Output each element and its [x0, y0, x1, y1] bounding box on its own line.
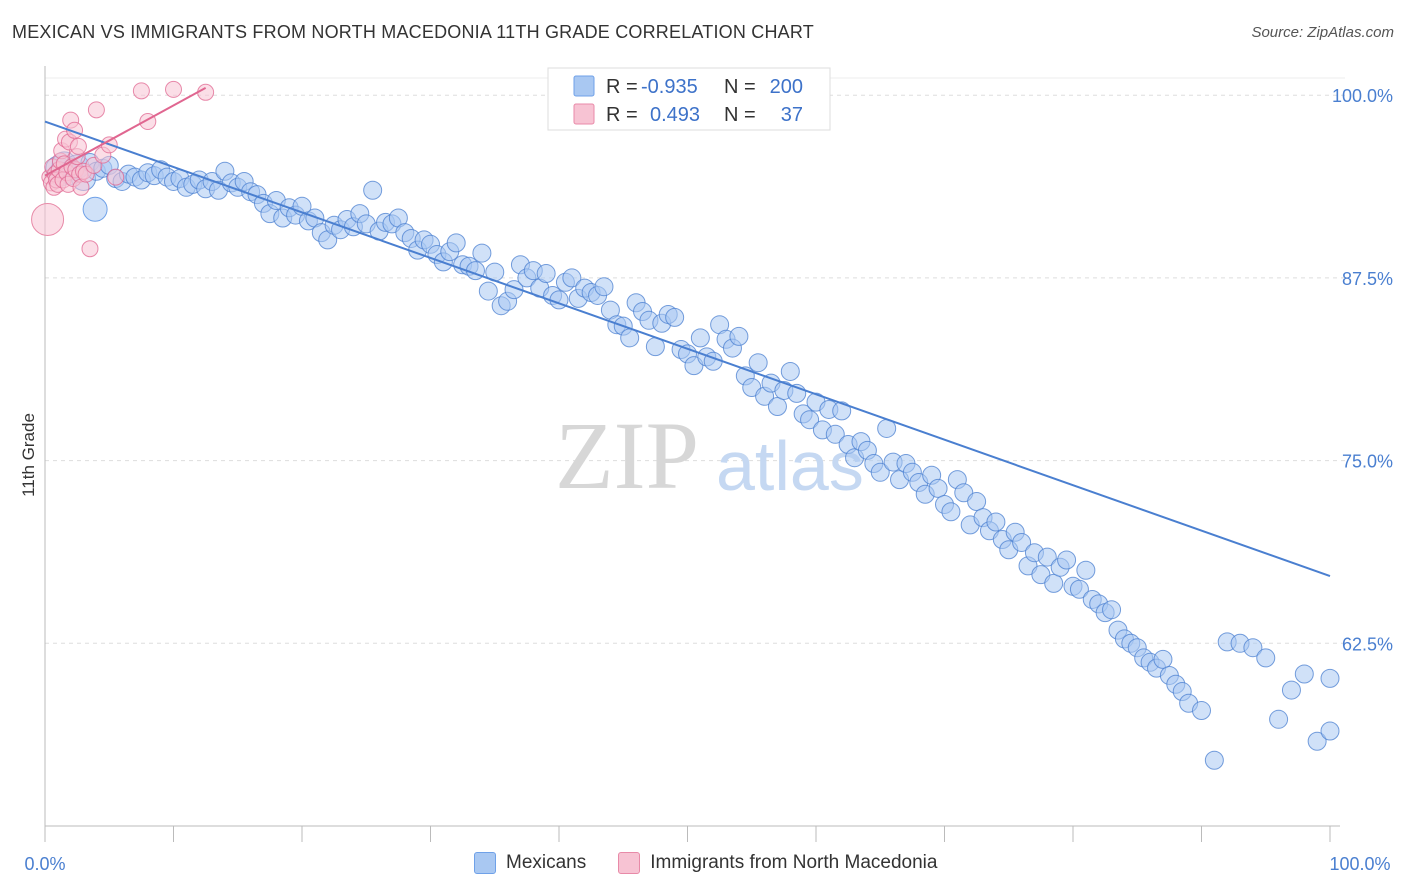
data-points	[31, 80, 1340, 770]
data-point	[1044, 573, 1064, 593]
data-point	[690, 328, 710, 348]
bottom-legend-label-mexicans: Mexicans	[506, 852, 587, 873]
bottom-legend-item-mexicans: Mexicans	[474, 852, 586, 874]
data-point	[472, 243, 492, 263]
data-point	[800, 410, 820, 430]
data-point	[132, 82, 150, 100]
data-point	[1243, 638, 1263, 658]
legend-r-label-1: R =	[606, 76, 638, 98]
legend-n-label-1: N =	[724, 76, 756, 98]
data-point	[81, 240, 99, 258]
data-point	[594, 277, 614, 297]
legend-swatch-north-macedonia	[573, 103, 595, 125]
data-point	[562, 268, 582, 288]
data-point	[536, 264, 556, 284]
data-point	[928, 478, 948, 498]
chart-source: Source: ZipAtlas.com	[1251, 24, 1394, 41]
axes	[44, 66, 1340, 842]
x-tick-label: 0.0%	[24, 854, 65, 874]
data-point	[363, 180, 383, 200]
legend-n-value-1: 200	[770, 76, 803, 98]
data-point	[1153, 649, 1173, 669]
data-point	[748, 353, 768, 373]
data-point	[31, 202, 65, 236]
x-tick-label: 100.0%	[1329, 854, 1390, 874]
data-point	[69, 137, 87, 155]
data-point	[1102, 600, 1122, 620]
data-point	[1192, 701, 1211, 721]
data-point	[1069, 579, 1089, 599]
legend-r-value-2: 0.493	[650, 104, 700, 126]
bottom-legend-item-north-macedonia: Immigrants from North Macedonia	[618, 852, 937, 874]
y-tick-label: 87.5%	[1342, 269, 1393, 289]
chart-title: MEXICAN VS IMMIGRANTS FROM NORTH MACEDON…	[12, 22, 814, 42]
data-point	[446, 233, 466, 253]
data-point	[941, 502, 961, 522]
data-point	[870, 462, 890, 482]
y-tick-label: 62.5%	[1342, 634, 1393, 654]
data-point	[1204, 750, 1224, 770]
legend-n-value-2: 37	[781, 104, 803, 126]
data-point	[1269, 709, 1289, 729]
data-point	[478, 281, 498, 301]
legend: R = -0.935 N = 200 R = 0.493 N = 37	[547, 67, 831, 131]
legend-n-label-2: N =	[724, 104, 756, 126]
data-point	[1320, 721, 1340, 741]
data-point	[1057, 550, 1077, 570]
data-point	[986, 512, 1006, 532]
data-point	[1076, 560, 1096, 580]
legend-swatch-mexicans	[573, 75, 595, 97]
bottom-legend: Mexicans Immigrants from North Macedonia	[474, 852, 969, 874]
data-point	[832, 401, 852, 421]
data-point	[197, 83, 215, 101]
data-point	[1256, 648, 1276, 668]
data-point	[1037, 547, 1057, 567]
y-tick-labels: 62.5% 75.0% 87.5% 100.0%	[1332, 86, 1393, 654]
x-tick-labels: 0.0% 100.0%	[24, 854, 1390, 874]
data-point	[665, 307, 685, 327]
y-axis-label: 11th Grade	[19, 413, 38, 497]
bottom-legend-swatch-north-macedonia	[618, 852, 641, 874]
trend-line-north-macedonia	[44, 87, 207, 177]
trend-lines	[44, 87, 1331, 578]
y-tick-label: 100.0%	[1332, 86, 1393, 106]
trend-line-mexicans	[44, 120, 1331, 578]
y-tick-label: 75.0%	[1342, 452, 1393, 472]
data-point	[165, 80, 182, 98]
data-point	[1307, 731, 1327, 751]
data-point	[1320, 668, 1340, 688]
data-point	[767, 397, 787, 417]
series-mexicans	[45, 151, 1340, 770]
data-point	[780, 361, 800, 381]
data-point	[1012, 532, 1032, 552]
data-point	[825, 424, 845, 444]
legend-r-label-2: R =	[606, 104, 638, 126]
watermark-zip: ZIP	[555, 402, 699, 509]
legend-r-value-1: -0.935	[641, 76, 698, 98]
data-point	[82, 196, 108, 222]
data-point	[87, 101, 105, 119]
bottom-legend-label-north-macedonia: Immigrants from North Macedonia	[650, 852, 938, 873]
data-point	[1281, 680, 1301, 700]
large-bubbles	[31, 196, 108, 236]
data-point	[107, 168, 125, 186]
legend-box	[547, 67, 831, 131]
bottom-legend-swatch-mexicans	[474, 852, 496, 874]
data-point	[729, 326, 749, 346]
data-point	[1294, 664, 1314, 684]
data-point	[967, 492, 987, 512]
